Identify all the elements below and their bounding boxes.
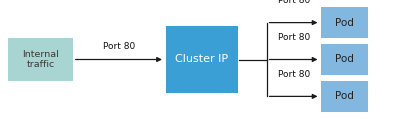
Text: Pod: Pod [335, 55, 354, 64]
FancyBboxPatch shape [321, 7, 368, 38]
FancyBboxPatch shape [8, 38, 73, 81]
FancyBboxPatch shape [321, 44, 368, 75]
FancyBboxPatch shape [166, 26, 238, 93]
Text: Port 80: Port 80 [103, 42, 135, 51]
Text: Internal
traffic: Internal traffic [22, 50, 59, 69]
FancyBboxPatch shape [321, 81, 368, 112]
Text: Port 80: Port 80 [278, 33, 310, 42]
Text: Cluster IP: Cluster IP [175, 55, 229, 64]
Text: Pod: Pod [335, 91, 354, 101]
Text: Pod: Pod [335, 18, 354, 28]
Text: Port 80: Port 80 [278, 70, 310, 79]
Text: Port 80: Port 80 [278, 0, 310, 5]
